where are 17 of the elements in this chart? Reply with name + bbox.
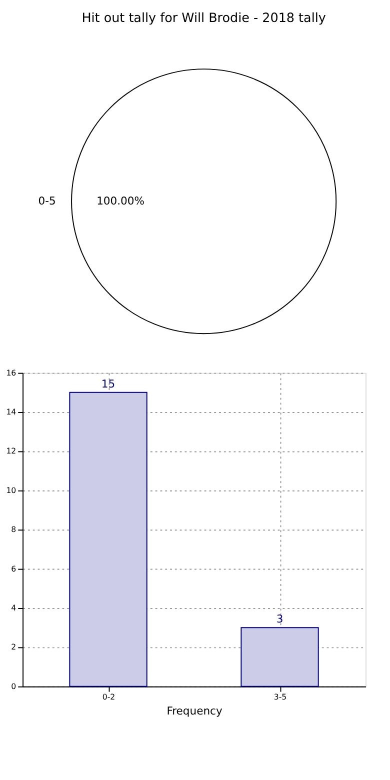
data-label: 100.00%	[96, 194, 144, 208]
slice-label: 0-5	[38, 194, 56, 208]
y-tick-label: 0	[11, 682, 16, 691]
y-tick-label: 8	[11, 525, 16, 534]
y-tick-label: 2	[11, 642, 16, 652]
y-tick-label: 6	[11, 564, 16, 574]
y-tick-label: 16	[6, 368, 16, 378]
y-tick-label: 12	[6, 446, 16, 456]
data-label: 3	[276, 612, 284, 626]
data-label: 15	[101, 378, 116, 391]
y-tick-label: 14	[6, 407, 16, 416]
x-tick-label: 3-5	[274, 692, 287, 702]
x-tick-label: 0-2	[102, 692, 116, 702]
x-axis-title: Frequency	[166, 704, 223, 718]
y-tick-label: 10	[6, 486, 16, 495]
y-tick-label: 4	[11, 603, 16, 612]
chart-title: Hit out tally for Will Brodie - 2018 tally	[82, 11, 326, 26]
